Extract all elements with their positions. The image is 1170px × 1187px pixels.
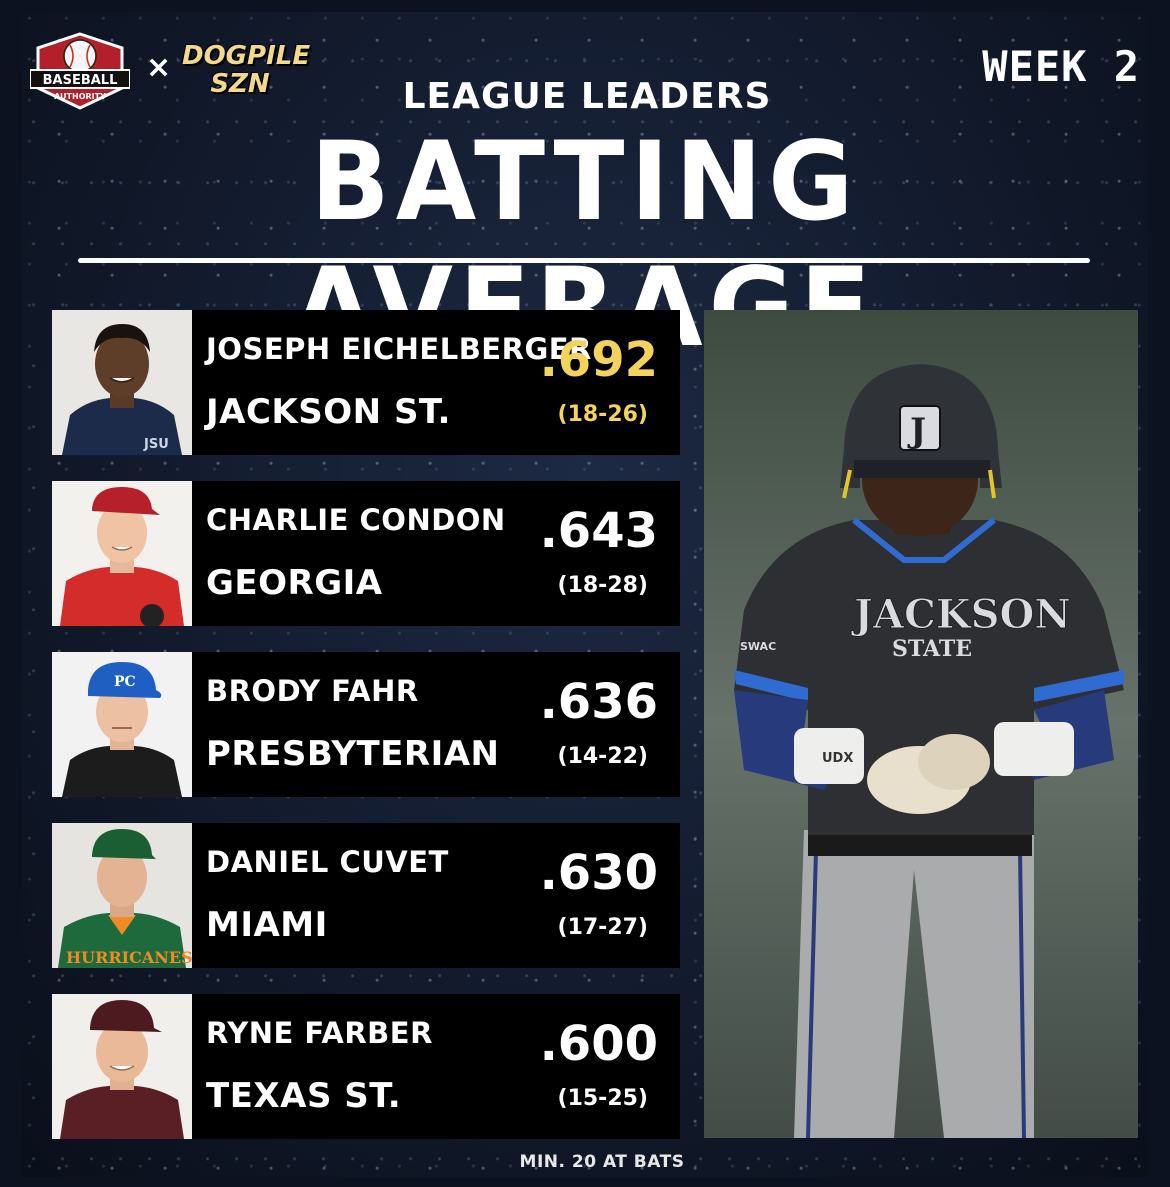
player-photo-2 <box>52 481 192 626</box>
leader-card-5: RYNE FARBER TEXAS ST. .600 (15-25) <box>52 994 680 1139</box>
swac-patch: SWAC <box>740 640 776 653</box>
leader-card-3: PC BRODY FAHR PRESBYTERIAN .636 (14-22) <box>52 652 680 797</box>
logo-separator: × <box>146 50 172 85</box>
player-school: TEXAS ST. <box>206 1076 402 1116</box>
jersey-line2: STATE <box>892 636 972 662</box>
player-school: JACKSON ST. <box>206 392 451 432</box>
player-name: DANIEL CUVET <box>206 845 449 879</box>
dogpile-szn-logo: DOGPILE SZN <box>182 41 311 104</box>
hits-at-bats: (17-27) <box>557 915 648 940</box>
p3-cap-text: PC <box>114 674 136 690</box>
batting-average: .643 <box>539 503 658 559</box>
wristband-text: UDX <box>822 751 853 766</box>
subtitle: LEAGUE LEADERS <box>402 76 772 117</box>
player-name: BRODY FAHR <box>206 674 419 708</box>
player-name: CHARLIE CONDON <box>206 503 506 537</box>
leader-card-4: HURRICANES DANIEL CUVET MIAMI .630 (17-2… <box>52 823 680 968</box>
p4-jersey-text: HURRICANES <box>66 948 192 967</box>
player-photo-1: JSU <box>52 310 192 455</box>
hits-at-bats: (18-28) <box>557 573 648 598</box>
player-name: RYNE FARBER <box>206 1016 433 1050</box>
ba-logo-line1: BASEBALL <box>43 73 118 88</box>
player-photo-5 <box>52 994 192 1139</box>
baseball-authority-logo: BASEBALL AUTHORITY <box>30 32 130 110</box>
footnote: MIN. 20 AT BATS <box>519 1152 685 1172</box>
batting-average: .600 <box>539 1016 658 1072</box>
player-school: GEORGIA <box>206 563 383 603</box>
batting-average: .692 <box>539 332 658 388</box>
dogpile-line1: DOGPILE <box>182 41 311 71</box>
helmet-letter: J <box>907 411 926 451</box>
hits-at-bats: (18-26) <box>557 402 648 427</box>
p1-shirt-text: JSU <box>143 437 169 452</box>
player-name: JOSEPH EICHELBERGER <box>206 332 592 366</box>
graphic-frame: BASEBALL AUTHORITY × DOGPILE SZN WEEK 2 … <box>22 12 1148 1177</box>
dogpile-line2: SZN <box>210 69 270 99</box>
title-divider <box>78 258 1090 263</box>
jersey-line1: JACKSON <box>851 591 1071 638</box>
player-school: MIAMI <box>206 905 328 945</box>
hits-at-bats: (15-25) <box>557 1086 648 1111</box>
leader-card-1: JSU JOSEPH EICHELBERGER JACKSON ST. .692… <box>52 310 680 455</box>
batting-average: .630 <box>539 845 658 901</box>
hits-at-bats: (14-22) <box>557 744 648 769</box>
week-label: WEEK 2 <box>982 42 1140 91</box>
leader-card-2: CHARLIE CONDON GEORGIA .643 (18-28) <box>52 481 680 626</box>
featured-player-photo: JACKSON STATE SWAC UDX J <box>704 310 1138 1138</box>
player-photo-3: PC <box>52 652 192 797</box>
player-school: PRESBYTERIAN <box>206 734 500 774</box>
batting-average: .636 <box>539 674 658 730</box>
player-photo-4: HURRICANES <box>52 823 192 968</box>
ba-logo-line2: AUTHORITY <box>54 92 106 101</box>
